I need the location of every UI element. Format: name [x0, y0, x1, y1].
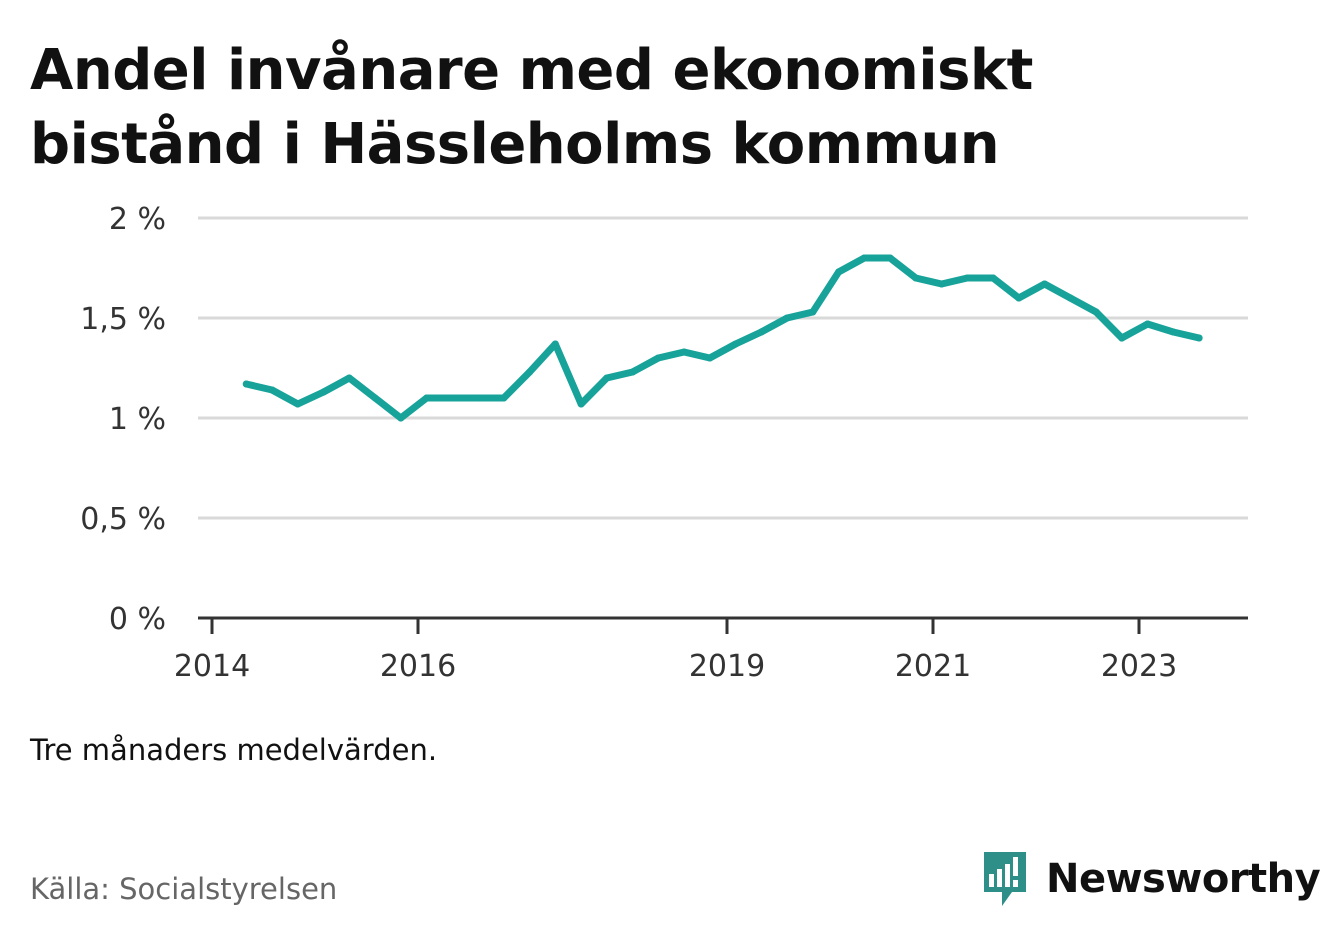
y-tick-label: 1 %	[109, 402, 166, 437]
data-point	[551, 340, 559, 348]
data-point	[860, 254, 868, 262]
data-point	[1066, 294, 1074, 302]
data-point	[1195, 334, 1203, 342]
chart-title-line-2: bistånd i Hässleholms kommun	[30, 112, 1000, 177]
data-point	[654, 354, 662, 362]
data-point	[320, 388, 328, 396]
data-point	[732, 340, 740, 348]
brand-name: Newsworthy	[1046, 856, 1321, 902]
y-axis-tick-labels: 0 % 0,5 % 1 % 1,5 % 2 %	[80, 202, 166, 637]
data-point	[242, 380, 250, 388]
data-point	[1092, 308, 1100, 316]
y-tick-label: 2 %	[109, 202, 166, 237]
chart-title-line-1: Andel invånare med ekonomiskt	[30, 38, 1033, 103]
y-tick-label: 0,5 %	[80, 502, 166, 537]
y-tick-label: 0 %	[109, 602, 166, 637]
data-point	[938, 280, 946, 288]
data-point	[294, 400, 302, 408]
x-tick-label: 2016	[380, 649, 456, 684]
data-point	[629, 368, 637, 376]
data-point	[783, 314, 791, 322]
data-point	[268, 386, 276, 394]
data-point	[500, 394, 508, 402]
data-point	[706, 354, 714, 362]
data-point	[371, 394, 379, 402]
data-point	[526, 368, 534, 376]
x-tick-label: 2023	[1101, 649, 1177, 684]
data-point	[835, 268, 843, 276]
data-point	[448, 394, 456, 402]
data-point	[603, 374, 611, 382]
y-tick-label: 1,5 %	[80, 302, 166, 337]
data-point	[1169, 328, 1177, 336]
data-point	[474, 394, 482, 402]
chart-title: Andel invånare med ekonomiskt bistånd i …	[30, 34, 1230, 182]
data-point	[397, 414, 405, 422]
line-chart: 0 % 0,5 % 1 % 1,5 % 2 % 2014 2016 2019 2021 2023	[80, 202, 1248, 684]
data-point	[989, 274, 997, 282]
data-point	[345, 374, 353, 382]
data-point	[1015, 294, 1023, 302]
data-point	[963, 274, 971, 282]
data-point	[1041, 280, 1049, 288]
series-points	[242, 254, 1203, 422]
newsworthy-logo-icon	[984, 852, 1026, 906]
x-axis-ticks: 2014 2016 2019 2021 2023	[174, 618, 1177, 684]
x-tick-label: 2021	[895, 649, 971, 684]
data-point	[680, 348, 688, 356]
source-credit: Källa: Socialstyrelsen	[30, 872, 338, 906]
data-point	[1144, 320, 1152, 328]
data-point	[577, 400, 585, 408]
data-point	[886, 254, 894, 262]
data-point	[423, 394, 431, 402]
grid-lines	[198, 216, 1248, 520]
x-tick-label: 2014	[174, 649, 250, 684]
data-point	[809, 308, 817, 316]
newsworthy-logo: Newsworthy	[980, 848, 1321, 910]
data-point	[757, 328, 765, 336]
x-tick-label: 2019	[689, 649, 765, 684]
data-point	[912, 274, 920, 282]
chart-note: Tre månaders medelvärden.	[30, 733, 438, 767]
data-point	[1118, 334, 1126, 342]
series-line	[242, 254, 1203, 422]
